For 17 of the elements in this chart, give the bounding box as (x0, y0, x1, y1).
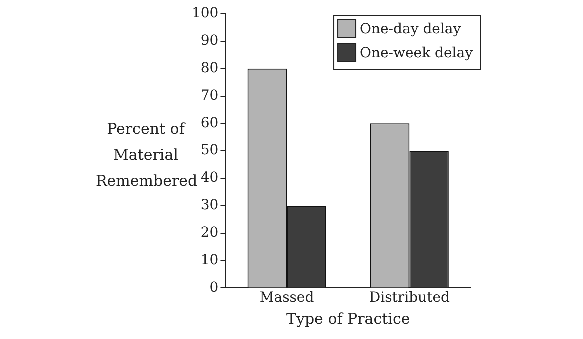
legend-label: One-week delay (360, 46, 474, 62)
x-axis-title: Type of Practice (286, 310, 410, 328)
x-tick-label: Massed (260, 290, 314, 306)
y-tick-label: 80 (200, 60, 219, 76)
y-tick-label: 0 (210, 280, 219, 296)
y-tick-label: 30 (200, 198, 219, 214)
y-tick-label: 90 (200, 33, 219, 50)
y-tick-label: 50 (200, 142, 219, 159)
y-axis-title: Percent of Material Remembered (96, 119, 198, 192)
y-tick-label: 20 (200, 225, 219, 241)
legend-label: One-day delay (360, 22, 462, 38)
y-tick-label: 60 (200, 115, 219, 132)
y-tick-label: 10 (200, 252, 219, 268)
x-tick-label: Distributed (369, 290, 450, 306)
y-tick-label: 100 (192, 6, 219, 22)
y-tick-label: 70 (200, 88, 219, 104)
y-tick-label: 40 (200, 170, 219, 186)
